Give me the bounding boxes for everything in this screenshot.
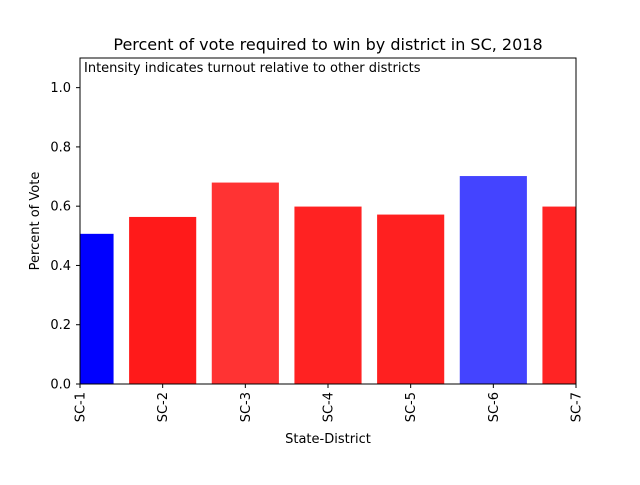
bars-group [80,176,576,384]
y-tick-label: 0.4 [50,259,71,274]
bar-sc-7 [542,206,576,384]
bar-sc-6 [459,176,527,384]
y-axis: 0.0 0.2 0.4 0.6 0.8 1.0 [50,81,80,393]
y-tick-label: 0.8 [50,140,71,155]
bar-sc-2 [129,216,197,384]
bar-sc-1 [80,233,114,384]
chart-title: Percent of vote required to win by distr… [113,35,542,54]
x-tick-label: SC-4 [322,392,337,422]
x-tick-label: SC-7 [570,392,585,422]
plot-frame [79,57,577,385]
y-axis-label: Percent of Vote [28,172,43,271]
x-tick-label: SC-1 [74,392,89,422]
chart-annotation: Intensity indicates turnout relative to … [84,61,421,76]
bar-sc-3 [211,182,279,384]
y-tick-label: 0.2 [50,318,71,333]
y-tick-label: 0.6 [50,200,71,215]
x-tick-label: SC-3 [239,392,254,422]
x-tick-label: SC-5 [404,392,419,422]
x-tick-label: SC-2 [156,392,171,422]
bar-sc-5 [377,214,445,384]
y-tick-label: 1.0 [50,81,71,96]
y-tick-label: 0.0 [50,378,71,393]
x-axis: SC-1 SC-2 SC-3 SC-4 SC-5 SC-6 SC-7 [74,384,585,422]
bar-sc-4 [294,206,362,384]
x-tick-label: SC-6 [487,392,502,422]
x-axis-label: State-District [285,432,371,447]
